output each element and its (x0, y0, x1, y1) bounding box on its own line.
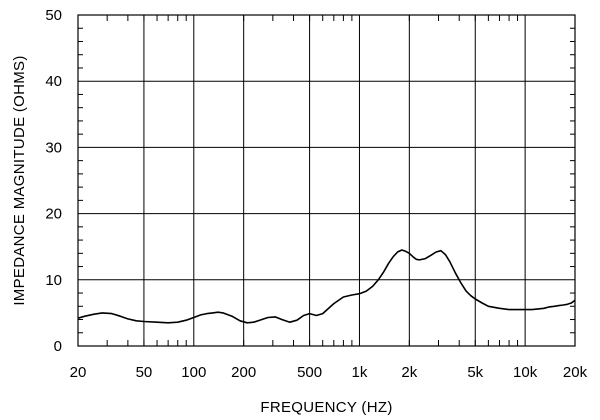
x-tick-label: 200 (231, 364, 256, 381)
x-tick-label: 1k (352, 364, 368, 381)
x-tick-label: 100 (181, 364, 206, 381)
x-tick-label: 2k (401, 364, 417, 381)
x-tick-labels: 20 50 100 200 500 1k 2k 5k 10k 20k (70, 364, 588, 381)
y-tick-label: 0 (54, 338, 62, 355)
x-tick-label: 50 (136, 364, 153, 381)
x-tick-label: 20 (70, 364, 87, 381)
y-tick-label: 30 (45, 139, 62, 156)
y-tick-label: 40 (45, 73, 62, 90)
y-tick-label: 20 (45, 206, 62, 223)
y-tick-label: 10 (45, 272, 62, 289)
plot-frame (77, 14, 576, 347)
x-tick-label: 500 (297, 364, 322, 381)
y-axis-title: IMPEDANCE MAGNITUDE (OHMS) (11, 55, 28, 305)
series-layer (77, 249, 576, 324)
x-tick-label: 5k (467, 364, 483, 381)
x-axis-title: FREQUENCY (HZ) (260, 399, 392, 416)
x-tick-label: 10k (513, 364, 538, 381)
y-tick-labels: 0 10 20 30 40 50 (45, 7, 62, 355)
y-tick-label: 50 (45, 7, 62, 24)
x-tick-label: 20k (563, 364, 588, 381)
impedance-curve (77, 249, 576, 324)
minor-gridlines (78, 15, 575, 346)
major-gridlines (78, 15, 575, 346)
